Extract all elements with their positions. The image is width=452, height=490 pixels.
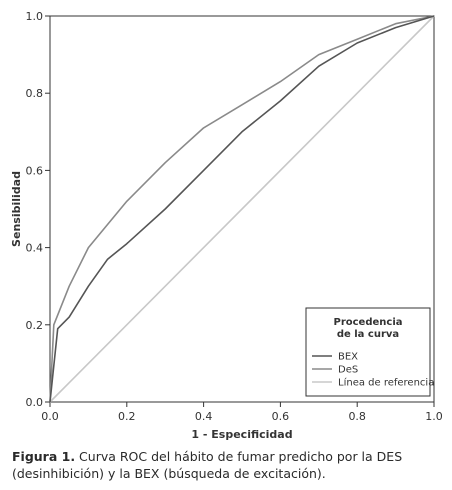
legend-entry: BEX <box>338 352 358 363</box>
legend-title: Procedencia <box>333 317 402 328</box>
x-tick-label: 1.0 <box>425 410 443 423</box>
series-line-bex <box>49 15 435 403</box>
legend-entry: Línea de referencia <box>338 377 434 389</box>
legend-title: de la curva <box>337 329 399 340</box>
y-tick-label: 0.0 <box>26 396 44 409</box>
plot-frame <box>49 15 435 403</box>
y-tick-label: 0.8 <box>26 87 44 100</box>
y-tick-label: 0.4 <box>26 242 44 255</box>
y-tick-label: 1.0 <box>26 10 44 23</box>
y-tick-label: 0.2 <box>26 319 44 332</box>
x-tick-label: 0.8 <box>348 410 366 423</box>
figure-caption: Figura 1. Curva ROC del hábito de fumar … <box>12 448 446 482</box>
series-line-des <box>49 15 435 403</box>
caption-label: Figura 1. <box>12 449 76 464</box>
y-tick-label: 0.6 <box>26 164 44 177</box>
x-tick-label: 0.2 <box>118 410 136 423</box>
y-axis-label: Sensibilidad <box>10 171 23 247</box>
axes: 0.0 0.2 0.4 0.6 0.8 1.0 0.0 0.2 0.4 0.6 0.8 1.0 1 - … <box>10 10 443 441</box>
series-lines <box>49 15 435 403</box>
x-axis-label: 1 - Especificidad <box>191 428 292 441</box>
roc-figure: 0.0 0.2 0.4 0.6 0.8 1.0 0.0 0.2 0.4 0.6 0.8 1.0 1 - … <box>10 10 443 441</box>
roc-chart: 0.0 0.2 0.4 0.6 0.8 1.0 0.0 0.2 0.4 0.6 0.8 1.0 1 - … <box>10 10 443 441</box>
series-line-linea-de-referencia <box>49 15 435 403</box>
legend-entry: DeS <box>338 365 358 376</box>
x-tick-label: 0.4 <box>195 410 213 423</box>
x-tick-label: 0.6 <box>272 410 290 423</box>
caption-text: Curva ROC del hábito de fumar predicho p… <box>12 449 403 481</box>
x-tick-label: 0.0 <box>41 410 59 423</box>
